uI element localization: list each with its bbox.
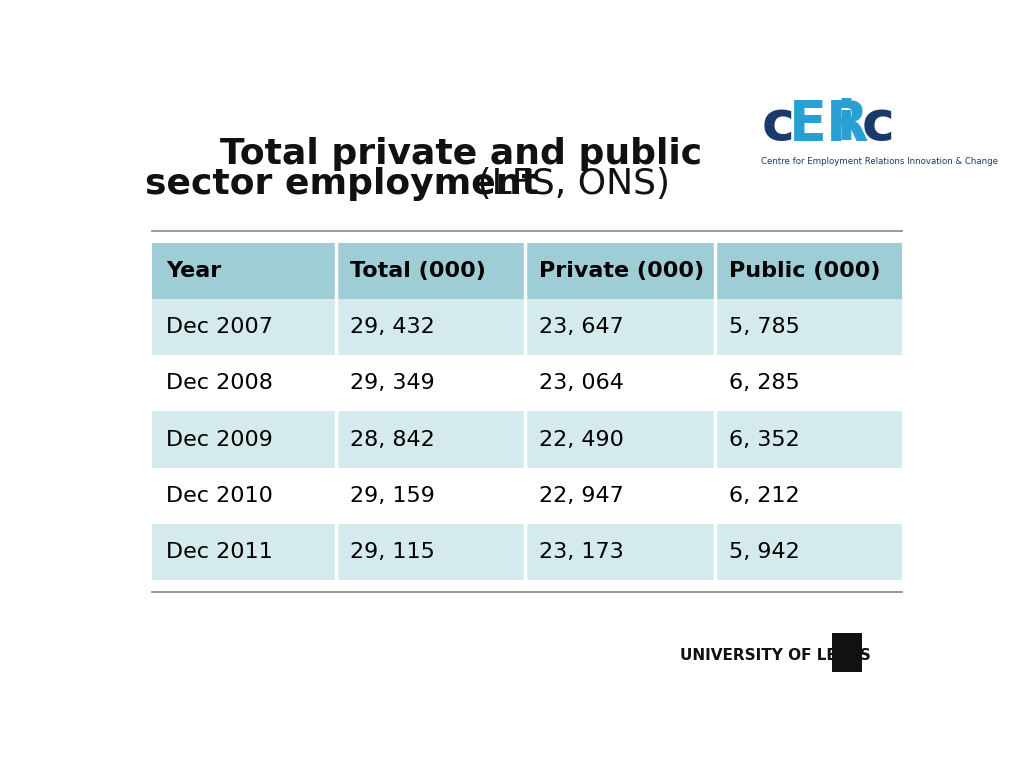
Text: Public (000): Public (000): [729, 261, 881, 281]
Text: Private (000): Private (000): [539, 261, 703, 281]
Bar: [152, 243, 902, 299]
Bar: [831, 634, 862, 672]
Text: sector employment: sector employment: [145, 167, 540, 200]
Text: Dec 2010: Dec 2010: [166, 486, 273, 506]
Bar: [152, 300, 902, 356]
Text: 23, 064: 23, 064: [539, 373, 624, 393]
Text: UNIVERSITY OF LEEDS: UNIVERSITY OF LEEDS: [680, 647, 870, 663]
Text: 22, 947: 22, 947: [539, 486, 624, 506]
Text: 6, 352: 6, 352: [729, 429, 800, 449]
Text: Total private and public: Total private and public: [220, 137, 702, 171]
Text: 22, 490: 22, 490: [539, 429, 624, 449]
Text: 6, 285: 6, 285: [729, 373, 800, 393]
Text: ER: ER: [790, 98, 869, 152]
Text: 28, 842: 28, 842: [350, 429, 434, 449]
Text: 23, 173: 23, 173: [539, 542, 624, 562]
Text: Dec 2008: Dec 2008: [166, 373, 273, 393]
Text: i: i: [837, 98, 856, 152]
Text: 5, 942: 5, 942: [729, 542, 800, 562]
Text: Year: Year: [166, 261, 221, 281]
Text: 29, 432: 29, 432: [350, 317, 434, 337]
Text: Dec 2007: Dec 2007: [166, 317, 273, 337]
Text: Dec 2009: Dec 2009: [166, 429, 273, 449]
Text: Dec 2011: Dec 2011: [166, 542, 272, 562]
Text: 23, 647: 23, 647: [539, 317, 624, 337]
Text: 5, 785: 5, 785: [729, 317, 800, 337]
Text: Total (000): Total (000): [350, 261, 485, 281]
Bar: [152, 468, 902, 524]
Text: 29, 159: 29, 159: [350, 486, 435, 506]
Bar: [152, 412, 902, 468]
Bar: [152, 356, 902, 412]
Text: Centre for Employment Relations Innovation & Change: Centre for Employment Relations Innovati…: [761, 157, 998, 166]
Text: (LFS, ONS): (LFS, ONS): [467, 167, 671, 200]
Bar: [152, 524, 902, 580]
Text: c: c: [862, 98, 895, 152]
Text: c: c: [761, 98, 795, 152]
Text: 29, 349: 29, 349: [350, 373, 434, 393]
Text: 29, 115: 29, 115: [350, 542, 435, 562]
Text: 6, 212: 6, 212: [729, 486, 800, 506]
